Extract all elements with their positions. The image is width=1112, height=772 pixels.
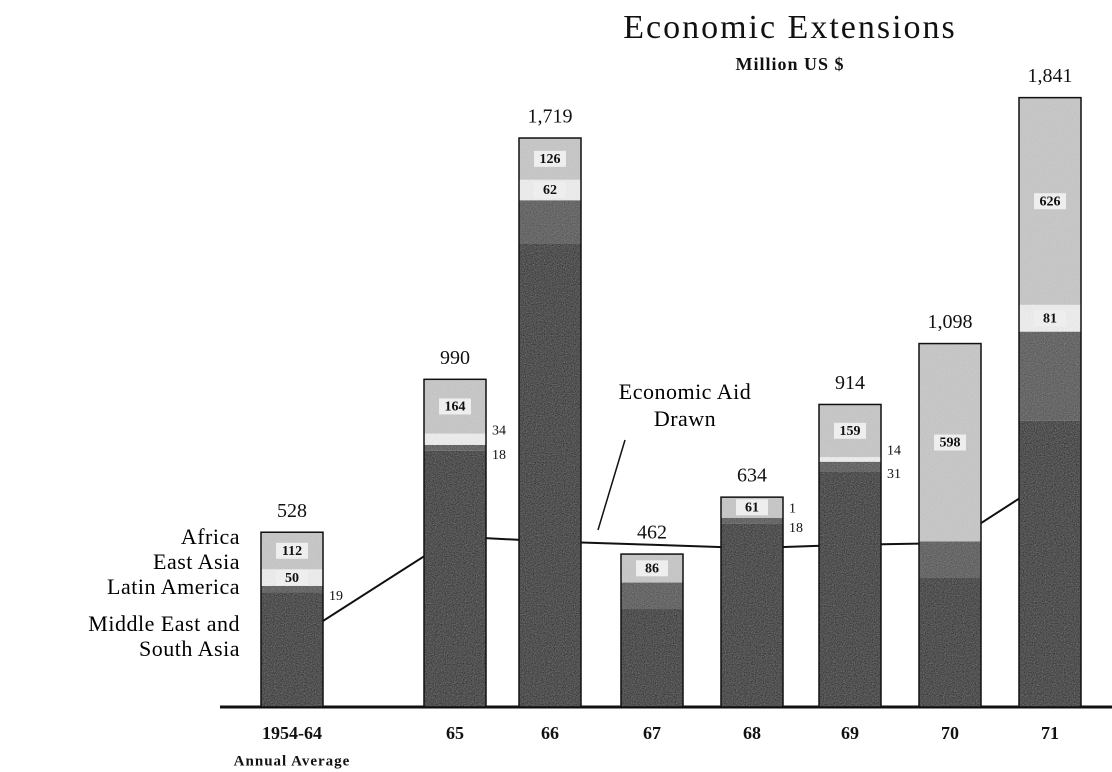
label-bg [439,398,471,415]
annotation-pointer [597,439,626,531]
data-label: 86 [645,562,659,577]
x-tick-label: 1954-64 [262,723,322,743]
label-bg [736,499,768,516]
bar-segment [1019,331,1081,421]
data-label: 164 [445,400,466,415]
legend-entry: Middle East and South Asia [88,611,240,661]
bar-outline [260,531,324,708]
data-label: 626 [1040,194,1061,209]
total-label: 634 [737,465,767,487]
data-label: 31 [887,467,901,482]
x-tick-label: 70 [941,723,959,743]
x-tick-label: 69 [841,723,859,743]
bar-segment [919,577,981,707]
bar-segment [919,541,981,578]
label-bg [534,150,566,167]
bar-outline [518,137,582,708]
annotation: Economic Aid Drawn [618,379,752,431]
bar-segment [1019,420,1081,707]
bar-outline [720,496,784,708]
bar-segment [424,450,486,707]
category-note: Annual Average [234,753,351,769]
bar-outline [1018,96,1082,708]
x-tick-label: 66 [541,723,559,743]
data-label: 34 [492,423,506,438]
total-label: 990 [440,347,470,369]
data-label: 81 [1043,311,1057,326]
bar-segment [621,582,683,610]
data-label: 19 [329,589,343,604]
total-label: 1,719 [528,106,573,128]
x-tick-label: 65 [446,723,464,743]
bar-segment [819,461,881,472]
legend-entry: Africa [180,524,240,549]
bar-outline [918,342,982,708]
data-label: 1 [789,502,796,517]
bar-segment [519,243,581,708]
bar-segment [424,444,486,451]
data-label: 61 [745,500,759,515]
legend-entry: Latin America [107,574,240,599]
bar-segment [819,457,881,462]
total-label: 1,841 [1028,65,1073,87]
legend: Africa East Asia Latin America Middle East … [0,524,240,661]
label-bg [834,422,866,439]
label-bg [1034,193,1066,210]
bar-outline [818,403,882,708]
bar-outline [423,378,487,708]
total-label: 914 [835,372,865,394]
data-label: 112 [282,544,302,559]
bar-segment [721,523,783,707]
x-tick-label: 68 [743,723,761,743]
label-bg [276,569,308,586]
data-label: 18 [789,521,803,536]
data-label: 50 [285,571,299,586]
bar-segment [424,433,486,445]
data-label: 14 [887,444,901,459]
data-label: 598 [940,436,961,451]
legend-entry: East Asia [153,549,240,574]
chart-subtitle: Million US $ [735,54,844,74]
bar-segment [261,585,323,593]
x-tick-label: 71 [1041,723,1059,743]
total-label: 528 [277,500,307,522]
label-bg [636,560,668,577]
bar-outline [620,553,684,708]
data-label: 126 [540,152,561,167]
label-bg [934,434,966,451]
label-bg [276,542,308,559]
chart-title: Economic Extensions [623,9,957,46]
total-label: 462 [637,522,667,544]
bar-segment [721,517,783,524]
bar-segment [519,200,581,244]
data-label: 159 [840,424,861,439]
bar-segment [819,471,881,707]
bar-segment [621,609,683,707]
total-label: 1,098 [928,311,973,333]
data-label: 18 [492,448,506,463]
label-bg [1034,310,1066,327]
bar-segment [261,592,323,707]
x-tick-label: 67 [643,723,661,743]
label-bg [534,181,566,198]
data-label: 62 [543,183,557,198]
